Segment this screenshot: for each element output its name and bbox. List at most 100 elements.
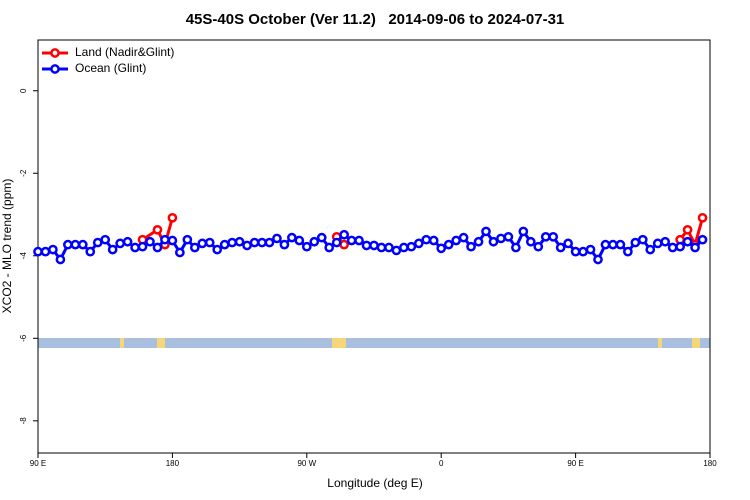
data-point (406, 241, 417, 252)
chart-title: 45S-40S October (Ver 11.2) 2014-09-06 to… (186, 11, 565, 28)
data-point (137, 241, 148, 252)
legend-marker (50, 48, 60, 58)
data-point (660, 236, 671, 247)
data-point (443, 239, 454, 250)
data-point (346, 235, 357, 246)
x-tick-label: 0 (439, 459, 444, 468)
data-point (92, 237, 103, 248)
data-point (264, 237, 275, 248)
data-point (436, 243, 447, 254)
data-point (167, 212, 178, 223)
x-tick-label: 90 E (30, 459, 46, 468)
data-point (667, 242, 678, 253)
data-point (690, 242, 700, 253)
data-point (301, 241, 312, 252)
data-point (294, 235, 305, 246)
data-point (316, 232, 327, 243)
data-point (451, 235, 461, 246)
data-point (100, 234, 111, 245)
data-point (227, 237, 237, 248)
data-point (145, 236, 155, 247)
y-tick-label: -6 (19, 334, 28, 342)
y-tick-label: -8 (19, 417, 28, 425)
data-point (540, 231, 551, 242)
data-point (652, 238, 663, 249)
data-point (152, 242, 163, 253)
data-point (428, 235, 439, 246)
data-point (197, 238, 208, 249)
data-point (511, 242, 521, 253)
data-point (608, 239, 618, 250)
data-point (503, 231, 514, 242)
data-point (160, 234, 170, 245)
data-point (182, 234, 193, 245)
data-point (384, 242, 394, 253)
data-point (204, 237, 215, 248)
data-point (63, 239, 73, 250)
data-point (376, 242, 387, 253)
data-point (354, 235, 364, 246)
data-point (682, 224, 693, 235)
y-tick-label: -2 (19, 169, 28, 177)
data-point (279, 239, 290, 250)
data-point (55, 254, 66, 265)
data-point (331, 237, 342, 248)
x-tick-label: 90 W (297, 459, 316, 468)
plot-frame (37, 39, 711, 454)
data-point (391, 245, 402, 256)
data-point (369, 240, 379, 251)
data-point (130, 242, 140, 253)
data-point (637, 234, 648, 245)
data-point (623, 246, 633, 257)
surface-strip (38, 338, 710, 348)
x-tick-label: 180 (166, 459, 180, 468)
x-axis-label: Longitude (deg E) (327, 476, 422, 490)
data-point (361, 240, 372, 251)
data-point (257, 237, 267, 248)
data-point (122, 236, 133, 247)
data-point (175, 247, 185, 258)
data-point (473, 236, 484, 247)
data-point (40, 246, 51, 257)
data-point (249, 237, 260, 248)
data-point (242, 240, 252, 251)
data-point (77, 239, 88, 250)
data-point (458, 232, 469, 243)
data-point (413, 238, 424, 249)
data-point (309, 236, 320, 247)
data-point (548, 231, 559, 242)
data-point (466, 241, 476, 252)
data-point (115, 238, 125, 249)
data-point (578, 246, 588, 257)
data-point (600, 239, 611, 250)
data-point (324, 242, 335, 253)
data-point (48, 244, 58, 255)
legend-label: Ocean (Glint) (75, 61, 146, 75)
data-point (167, 235, 178, 246)
data-point (593, 254, 603, 265)
data-point (219, 239, 230, 250)
legend-marker (50, 64, 60, 74)
x-tick-label: 90 E (567, 459, 583, 468)
y-tick-label: 0 (19, 88, 28, 93)
data-point (518, 226, 529, 237)
data-point (570, 246, 581, 257)
data-point (675, 241, 685, 252)
x-tick-label: 180 (703, 459, 717, 468)
data-point (630, 237, 641, 248)
data-point (697, 234, 708, 245)
data-point (533, 241, 544, 252)
data-point (496, 233, 506, 244)
data-point (85, 246, 96, 257)
data-point (563, 238, 573, 249)
data-point (555, 242, 566, 253)
data-point (697, 212, 708, 223)
data-point (33, 246, 43, 257)
data-point (615, 239, 626, 250)
legend-label: Land (Nadir&Glint) (75, 45, 174, 59)
data-point (107, 244, 118, 255)
data-point (525, 236, 536, 247)
y-axis-label: XCO2 - MLO trend (ppm) (0, 179, 14, 314)
data-point (189, 242, 200, 253)
